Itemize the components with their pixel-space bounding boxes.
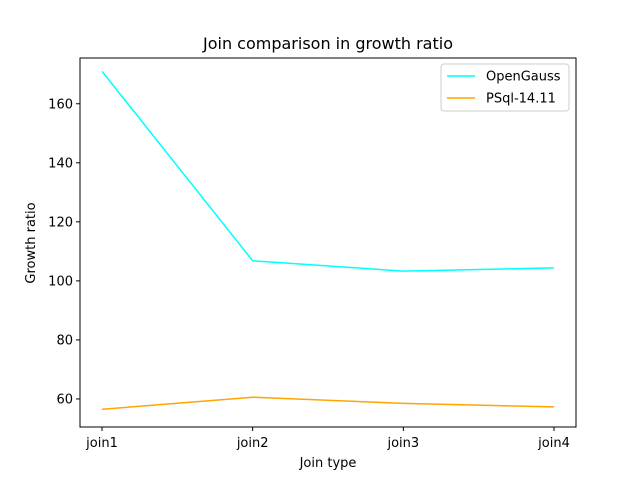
x-tick-label: join1 [85,436,118,451]
series-line-psql-14-11 [101,396,555,411]
chart-title: Join comparison in growth ratio [202,34,453,53]
y-tick-label: 60 [56,392,73,407]
legend-label: OpenGauss [486,70,561,85]
series-lines [101,70,555,411]
y-tick-label: 140 [48,156,73,171]
y-tick-label: 80 [56,333,73,348]
y-tick-label: 120 [48,215,73,230]
x-tick-label: join3 [386,436,419,451]
x-tick-label: join2 [236,436,269,451]
y-axis-label: Growth ratio [24,202,39,283]
y-axis-ticks: 60 80 100 120 140 160 [48,97,80,407]
legend: OpenGauss PSql-14.11 [440,63,570,112]
x-axis-label: Join type [299,456,357,471]
x-tick-label: join4 [537,436,570,451]
plot-frame [79,57,577,428]
legend-label: PSql-14.11 [486,92,556,107]
series-line-opengauss [101,70,555,272]
y-tick-label: 100 [48,274,73,289]
x-axis-ticks: join1 join2 join3 join4 [85,427,570,451]
y-tick-label: 160 [48,97,73,112]
